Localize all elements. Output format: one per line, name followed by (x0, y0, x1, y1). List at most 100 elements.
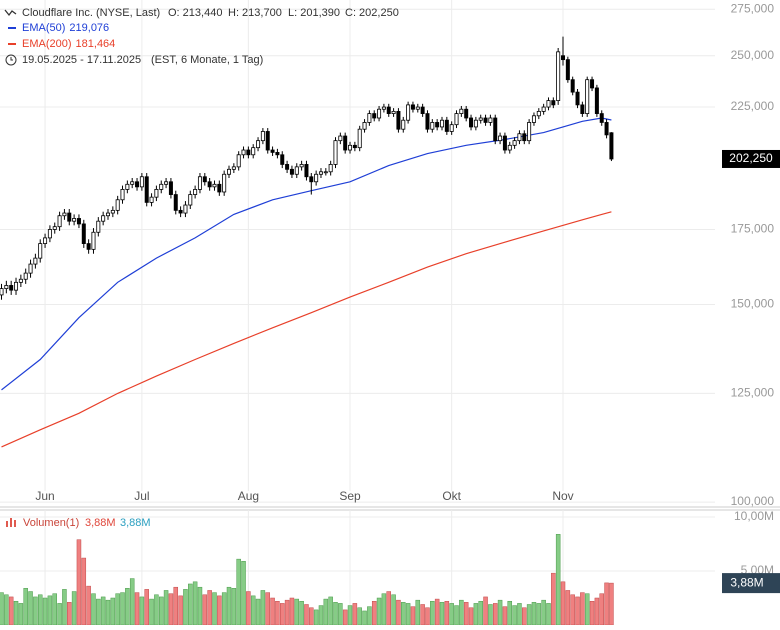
candle-body (285, 164, 290, 170)
candle-body (599, 113, 604, 123)
ohlc-label: H: 213,700 (228, 7, 282, 19)
volume-bar (313, 609, 319, 626)
candle-body (280, 154, 285, 165)
legend-value: 181,464 (76, 38, 116, 50)
volume-header: Volumen(1) 3,88M 3,88M (6, 517, 151, 529)
candle-body (449, 124, 454, 132)
candle-body (130, 181, 135, 185)
x-tick-label: Okt (442, 489, 461, 503)
candle-body (570, 79, 575, 93)
volume-bar (76, 539, 82, 626)
candle-body (381, 106, 386, 110)
candle-body (527, 122, 532, 142)
volume-bar (47, 595, 53, 626)
candle-body (502, 135, 507, 151)
candle-body (454, 113, 459, 126)
volume-bar (488, 604, 493, 626)
candle-body (362, 122, 367, 130)
candle-body (135, 181, 140, 188)
volume-bar (173, 586, 179, 626)
ema-line (1, 117, 612, 391)
candle-body (241, 149, 246, 156)
candle-body (28, 263, 33, 274)
candle-body (105, 212, 110, 217)
volume-bar (299, 600, 304, 626)
volume-icon (14, 520, 16, 527)
volume-bar (420, 604, 425, 626)
candle-body (246, 149, 251, 156)
candle-body (377, 108, 382, 119)
candle-body (222, 173, 227, 193)
volume-bar (188, 583, 193, 626)
volume-bar (459, 599, 464, 626)
candle-body (464, 108, 469, 119)
candle-body (425, 113, 430, 130)
candle-body (67, 212, 72, 222)
volume-bar (347, 605, 353, 626)
volume-bar (105, 599, 111, 626)
candle-body (323, 171, 328, 174)
candle-body (507, 144, 512, 151)
volume-bar (37, 594, 43, 626)
volume-bar (178, 595, 183, 626)
volume-bar (468, 607, 474, 626)
clock-icon (10, 57, 13, 61)
candle-body (498, 135, 503, 142)
candle-body (410, 104, 415, 110)
volume-bar (115, 593, 120, 626)
candle-body (594, 87, 599, 114)
volume-bar (100, 596, 106, 626)
volume-bar (149, 598, 154, 626)
candle-body (188, 194, 193, 206)
volume-bar (565, 590, 571, 626)
candle-body (91, 231, 96, 250)
volume-bar (502, 606, 508, 626)
chart-icon (4, 9, 17, 17)
volume-bar (202, 594, 208, 626)
legend-value: 219,076 (69, 22, 109, 34)
volume-bar (13, 600, 19, 626)
candle-body (38, 243, 43, 259)
candle-body (556, 51, 561, 101)
candle-body (217, 183, 222, 193)
volume-bar (144, 589, 149, 626)
candle-body (352, 144, 357, 149)
x-tick-label: Jul (134, 489, 149, 503)
candle-body (178, 209, 183, 214)
volume-bar (415, 599, 421, 626)
candle-body (420, 106, 425, 114)
period: 19.05.2025 - 17.11.2025 (22, 54, 141, 66)
volume-bar (197, 586, 203, 626)
candle-body (81, 223, 86, 244)
clock-icon (5, 54, 17, 66)
volume-bar (52, 593, 57, 626)
candle-body (469, 117, 474, 128)
volume-bar (531, 602, 537, 626)
volume-bar (250, 595, 256, 626)
candle-body (609, 132, 614, 160)
candle-body (9, 285, 14, 291)
candle-body (62, 212, 67, 217)
legend-label: EMA(200) (22, 38, 72, 50)
volume-bar (275, 600, 280, 626)
volume-bar (134, 592, 140, 626)
candle-body (604, 122, 609, 136)
candle-body (343, 135, 348, 151)
volume-bar (81, 557, 87, 626)
volume-bar (430, 600, 435, 626)
candle-body (47, 229, 52, 239)
last-price-label: 202,250 (729, 151, 773, 165)
volume-bar (96, 598, 101, 626)
candle-body (173, 194, 178, 211)
candle-body (299, 164, 304, 168)
volume-bar (342, 609, 348, 626)
volume-bar (575, 596, 580, 626)
volume-bar (434, 598, 440, 626)
candle-body (52, 226, 57, 230)
x-tick-label: Jun (35, 489, 54, 503)
candle-body (348, 144, 353, 151)
candle-body (18, 278, 23, 283)
candle-body (43, 237, 48, 244)
candle-body (120, 189, 125, 201)
